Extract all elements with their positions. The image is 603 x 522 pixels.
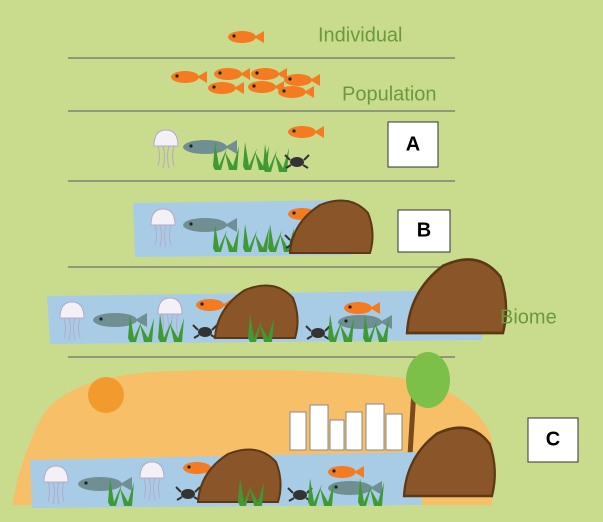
tree-crown: [406, 352, 450, 408]
level-label: Population: [342, 83, 437, 105]
box-label: B: [417, 219, 431, 241]
box-label: C: [546, 428, 560, 450]
sun: [88, 377, 124, 413]
diagram: Individual Population A B Biome: [0, 0, 603, 522]
page: Individual Population A B Biome: [0, 0, 603, 522]
box-label: A: [406, 133, 420, 155]
level-label: Biome: [500, 306, 557, 328]
level-label: Individual: [318, 24, 403, 46]
